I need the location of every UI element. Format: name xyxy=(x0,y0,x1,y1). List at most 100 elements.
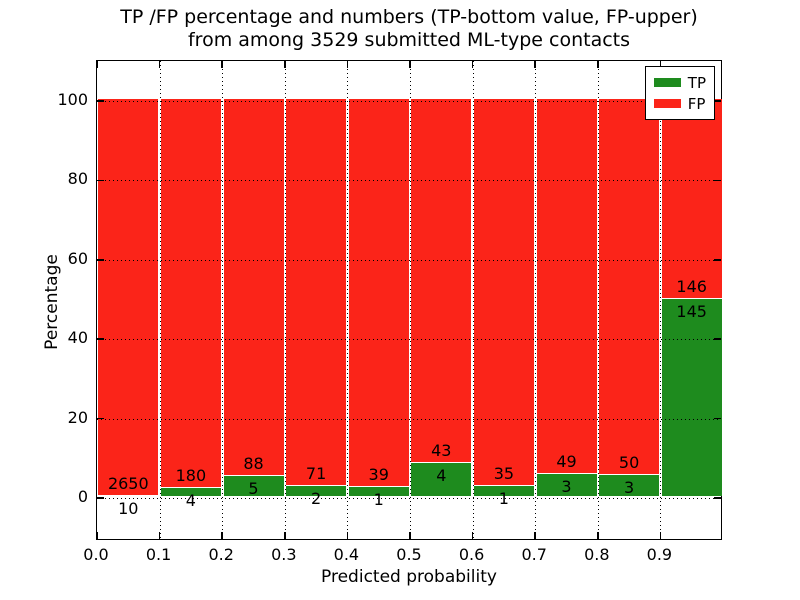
y-tick-label: 20 xyxy=(67,407,88,427)
x-axis-label: Predicted probability xyxy=(321,567,497,587)
legend-label: TP xyxy=(687,73,706,92)
tp-count-label: 1 xyxy=(373,490,384,510)
gridline-horizontal xyxy=(97,339,721,341)
gridline-vertical xyxy=(410,61,411,539)
x-tick-label: 0.7 xyxy=(521,545,547,564)
gridline-vertical xyxy=(660,61,662,539)
x-tick-mark xyxy=(346,532,349,539)
x-tick-label: 0.9 xyxy=(646,545,673,564)
x-tick-label: 0.0 xyxy=(83,545,109,564)
x-tick-label: 0.4 xyxy=(333,545,360,564)
fp-count-label: 146 xyxy=(676,277,707,297)
bar-segment-tp xyxy=(411,462,472,496)
y-tick-mark xyxy=(97,179,104,182)
x-tick-mark-top xyxy=(659,61,662,68)
bar-segment-fp xyxy=(160,99,221,488)
x-tick-label: 0.6 xyxy=(458,545,485,564)
x-tick-mark-top xyxy=(158,61,161,68)
y-tick-mark-right xyxy=(714,179,721,182)
x-tick-mark-top xyxy=(346,61,349,68)
y-tick-mark xyxy=(97,417,104,420)
fp-count-label: 49 xyxy=(556,452,577,472)
fp-count-label: 39 xyxy=(368,465,389,485)
legend-swatch-fp xyxy=(653,99,681,108)
y-tick-mark xyxy=(97,338,104,340)
fp-count-label: 43 xyxy=(431,441,452,461)
bar-segment-fp xyxy=(661,99,722,299)
x-tick-mark xyxy=(534,532,536,539)
bar-segment-tp xyxy=(473,484,534,496)
tp-count-label: 1 xyxy=(498,488,509,508)
tp-count-label: 5 xyxy=(248,478,259,498)
x-tick-mark xyxy=(158,532,161,539)
bar-segment-tp xyxy=(286,485,347,496)
bar-segment-fp xyxy=(411,99,472,463)
x-tick-mark xyxy=(597,532,599,539)
chart-title-line1: TP /FP percentage and numbers (TP-bottom… xyxy=(120,6,698,28)
tp-count-label: 10 xyxy=(118,498,139,518)
y-tick-mark xyxy=(97,259,104,261)
fp-count-label: 88 xyxy=(243,453,264,473)
x-tick-mark xyxy=(409,532,411,539)
x-tick-mark xyxy=(659,532,662,539)
y-tick-label: 100 xyxy=(57,90,88,109)
x-tick-label: 0.3 xyxy=(271,545,297,564)
y-tick-mark-right xyxy=(714,497,721,499)
y-tick-mark xyxy=(97,100,104,102)
x-tick-mark xyxy=(221,532,223,539)
gridline-horizontal xyxy=(97,418,721,420)
tp-count-label: 2 xyxy=(311,489,322,509)
bar-segment-fp xyxy=(223,99,284,475)
x-tick-mark-top xyxy=(597,61,599,68)
bar-segment-tp xyxy=(223,474,284,496)
gridline-horizontal xyxy=(97,101,721,102)
gridline-horizontal xyxy=(97,180,721,182)
y-tick-label: 40 xyxy=(67,328,88,348)
y-tick-mark-right xyxy=(714,417,721,420)
tp-count-label: 3 xyxy=(561,477,572,497)
plot-area: TP FP 2650 10 180 4 88 5 71 2 39 1 43 4 35 1 49 3 50 3 146 1… xyxy=(96,60,722,540)
gridline-vertical xyxy=(597,61,599,539)
chart-title: TP /FP percentage and numbers (TP-bottom… xyxy=(96,6,722,52)
fp-count-label: 180 xyxy=(175,466,207,486)
tp-count-label: 3 xyxy=(624,477,635,497)
x-tick-mark xyxy=(284,532,286,539)
x-tick-mark-top xyxy=(221,61,223,68)
fp-count-label: 50 xyxy=(618,452,640,472)
legend-item: TP xyxy=(653,72,706,93)
fp-count-label: 35 xyxy=(493,463,515,483)
y-tick-mark xyxy=(97,497,104,499)
y-tick-mark-right xyxy=(714,259,721,261)
y-tick-mark-right xyxy=(714,338,721,340)
x-tick-mark xyxy=(96,532,98,539)
bar-segment-tp xyxy=(536,473,597,496)
bar-segment-tp xyxy=(599,473,660,496)
gridline-vertical xyxy=(222,61,224,539)
gridline-vertical xyxy=(347,61,349,539)
bar-segment-tp xyxy=(98,494,159,496)
gridline-vertical xyxy=(535,61,537,539)
y-tick-label: 80 xyxy=(67,169,88,189)
bar-segment-fp xyxy=(473,99,534,485)
gridline-vertical xyxy=(284,61,286,539)
gridline-horizontal xyxy=(97,498,721,499)
x-tick-mark-top xyxy=(96,61,98,68)
x-tick-label: 0.1 xyxy=(145,545,172,564)
x-tick-mark-top xyxy=(534,61,536,68)
fp-count-label: 2650 xyxy=(107,473,149,493)
tp-count-label: 145 xyxy=(676,302,707,322)
tp-count-label: 4 xyxy=(436,466,447,486)
bar-segment-tp xyxy=(160,487,221,496)
gridline-horizontal xyxy=(97,259,721,261)
x-tick-label: 0.2 xyxy=(208,545,234,564)
x-tick-mark-top xyxy=(284,61,286,68)
x-tick-label: 0.8 xyxy=(584,545,610,564)
x-tick-label: 0.5 xyxy=(396,545,422,564)
bar-segment-fp xyxy=(536,99,597,474)
tp-count-label: 4 xyxy=(185,491,196,511)
fp-count-label: 71 xyxy=(305,464,327,484)
bar-segment-fp xyxy=(348,99,409,487)
x-tick-mark-top xyxy=(409,61,411,68)
x-tick-mark xyxy=(471,532,474,539)
